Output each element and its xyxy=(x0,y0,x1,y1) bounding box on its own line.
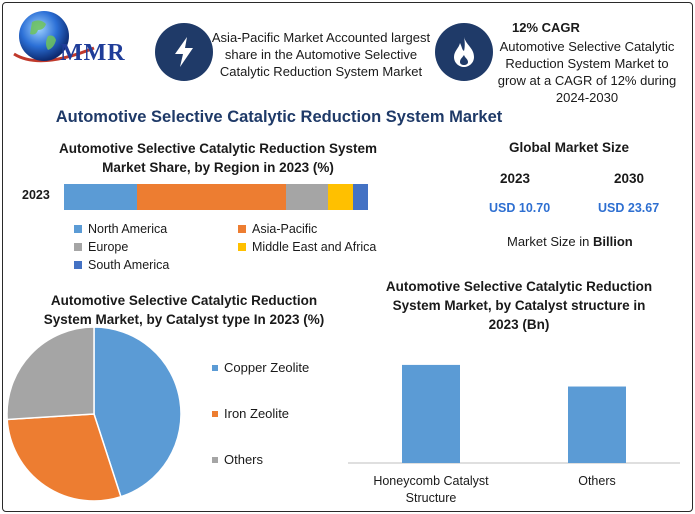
legend-item-asia-pacific: Asia-Pacific xyxy=(238,222,317,236)
legend-swatch xyxy=(238,243,246,251)
legend-swatch xyxy=(74,261,82,269)
region-chart-title: Automotive Selective Catalytic Reduction… xyxy=(58,141,378,175)
global-value-2030: USD 23.67 xyxy=(598,201,660,215)
bar-others xyxy=(568,386,626,463)
bar-honeycomb-catalyst-structure xyxy=(402,364,460,463)
legend-item-south-america: South America xyxy=(74,258,169,272)
pie-chart-title: Automotive Selective Catalytic Reduction… xyxy=(43,293,325,327)
lightning-icon xyxy=(155,23,213,81)
globe-icon xyxy=(13,11,95,63)
bar-segment-south-america xyxy=(352,184,368,210)
legend-label: South America xyxy=(88,258,170,272)
tick-label-honeycomb-catalyst-structure: Honeycomb Catalyst Structure xyxy=(373,474,489,505)
bar-segment-middle-east-and-africa xyxy=(328,184,353,210)
market-size-note-unit: Billion xyxy=(592,234,633,249)
pie-slice-copper-zeolite xyxy=(93,326,182,498)
market-size-note: Market Size in Billion xyxy=(507,234,633,249)
logo-text: MMR xyxy=(60,40,126,66)
bar-segment-north-america xyxy=(64,184,137,210)
global-year-2023: 2023 xyxy=(500,171,531,186)
legend-swatch xyxy=(74,225,82,233)
structure-chart-title: Automotive Selective Catalytic Reduction… xyxy=(385,279,653,332)
cagr-title: 12% CAGR xyxy=(512,20,580,35)
legend-label: Copper Zeolite xyxy=(224,360,310,375)
legend-label: Europe xyxy=(88,240,129,254)
structure-bar-chart: Honeycomb Catalyst Structure Others xyxy=(348,364,680,505)
legend-swatch xyxy=(238,225,246,233)
info-asia-pacific: Asia-Pacific Market Accounted largest sh… xyxy=(211,30,431,79)
pie-legend-item-iron-zeolite: Iron Zeolite xyxy=(212,406,289,421)
region-category-label: 2023 xyxy=(22,188,50,202)
global-year-2030: 2030 xyxy=(614,171,645,186)
legend-label: Others xyxy=(224,452,264,467)
legend-swatch xyxy=(212,456,218,463)
pie-chart xyxy=(6,326,182,502)
legend-swatch xyxy=(74,243,82,251)
bar-segment-asia-pacific xyxy=(136,184,286,210)
market-size-note-prefix: Market Size in xyxy=(507,234,593,249)
tick-label-others: Others xyxy=(578,474,616,488)
legend-item-europe: Europe xyxy=(74,240,128,254)
pie-legend-item-copper-zeolite: Copper Zeolite xyxy=(212,360,309,375)
legend-item-middle-east-and-africa: Middle East and Africa xyxy=(238,240,376,254)
legend-swatch xyxy=(212,410,218,417)
bar-segment-europe xyxy=(285,184,329,210)
flame-icon xyxy=(435,23,493,81)
legend-label: Asia-Pacific xyxy=(252,222,318,236)
legend-item-north-america: North America xyxy=(74,222,167,236)
legend-label: Middle East and Africa xyxy=(252,240,377,254)
pie-slice-others xyxy=(6,326,95,421)
pie-slice-iron-zeolite xyxy=(6,413,122,502)
main-title: Automotive Selective Catalytic Reduction… xyxy=(55,108,503,126)
global-value-2023: USD 10.70 xyxy=(489,201,551,215)
mmr-logo: MMR xyxy=(10,8,142,78)
cagr-text: Automotive Selective Catalytic Reduction… xyxy=(497,39,677,105)
region-stacked-bar xyxy=(64,184,368,210)
pie-legend-item-others: Others xyxy=(212,452,263,467)
legend-swatch xyxy=(212,364,218,371)
legend-label: Iron Zeolite xyxy=(224,406,290,421)
legend-label: North America xyxy=(88,222,168,236)
global-size-title: Global Market Size xyxy=(509,140,630,155)
